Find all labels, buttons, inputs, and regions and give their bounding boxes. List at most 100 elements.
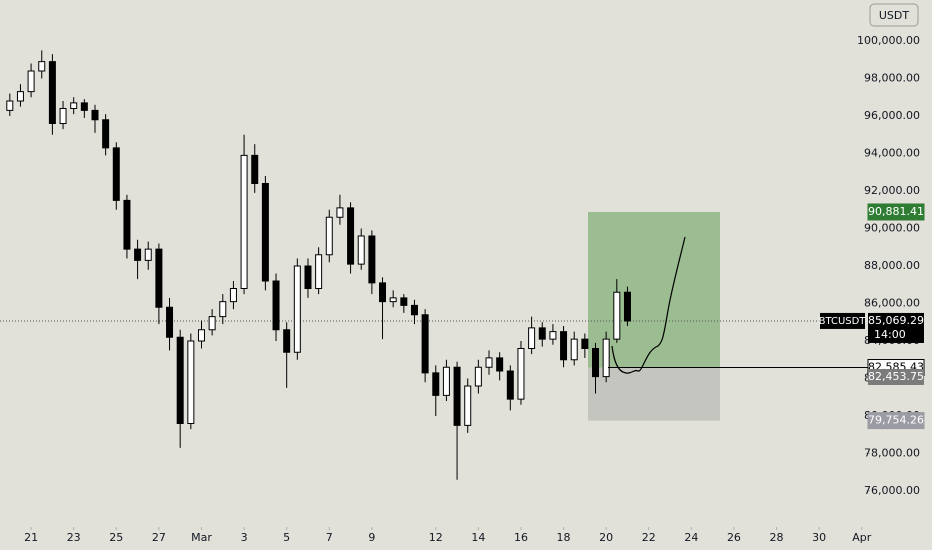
candle-body — [485, 357, 493, 368]
x-tick-label: 16 — [514, 531, 528, 544]
candle-body — [453, 366, 461, 426]
candle-body — [59, 108, 67, 125]
candle-body — [560, 331, 568, 361]
candle-body — [112, 147, 120, 201]
candle-body — [6, 100, 14, 111]
candle-body — [304, 265, 312, 290]
candle-body — [272, 280, 280, 331]
candle-body — [474, 366, 482, 387]
candle-body — [70, 102, 78, 110]
candle-body — [155, 248, 163, 308]
candle-body — [517, 348, 525, 400]
x-tick-label: Apr — [852, 531, 872, 544]
x-tick-label: 23 — [67, 531, 81, 544]
y-tick-label: 86,000.00 — [864, 297, 920, 310]
candle-body — [592, 348, 600, 378]
x-tick-label: 14 — [471, 531, 485, 544]
y-tick-label: 76,000.00 — [864, 484, 920, 497]
x-tick-label: 5 — [283, 531, 290, 544]
y-tick-label: 98,000.00 — [864, 72, 920, 85]
y-tick-label: 90,000.00 — [864, 222, 920, 235]
countdown-label: 14:00 — [874, 328, 906, 341]
candle-body — [368, 235, 376, 284]
candle-body — [240, 154, 248, 290]
x-tick-label: 21 — [24, 531, 38, 544]
candle-body — [570, 338, 578, 361]
target-zone — [588, 211, 720, 368]
candle-body — [38, 61, 46, 72]
x-tick-label: 7 — [326, 531, 333, 544]
candle-body — [315, 254, 323, 290]
x-tick-label: 22 — [642, 531, 656, 544]
candle-body — [91, 109, 99, 121]
stop-zone — [588, 367, 720, 421]
x-tick-label: 20 — [599, 531, 613, 544]
candle-body — [613, 291, 621, 340]
level-tag-box — [868, 368, 924, 385]
candle-body — [421, 314, 429, 374]
candle-body — [251, 154, 259, 185]
candle-body — [80, 102, 88, 111]
projection-path — [611, 236, 686, 374]
y-tick-label: 94,000.00 — [864, 147, 920, 160]
candle-body — [400, 297, 408, 306]
candle-body — [197, 329, 205, 342]
candle-body — [602, 338, 610, 378]
target-tag-label: 90,881.41 — [868, 205, 924, 218]
candle-body — [176, 336, 184, 425]
stop-tag-box — [867, 412, 925, 430]
y-tick-label: 92,000.00 — [864, 184, 920, 197]
candle-body — [134, 248, 142, 261]
stop-tag-label: 79,754.26 — [868, 414, 924, 427]
candle-body — [357, 235, 365, 265]
candle-body — [496, 357, 504, 372]
candle-body — [379, 282, 387, 303]
candle-body — [581, 338, 589, 350]
x-tick-label: 26 — [727, 531, 741, 544]
candle-body — [123, 199, 131, 250]
candle-body — [229, 288, 237, 303]
y-tick-label: 96,000.00 — [864, 109, 920, 122]
candle-body — [325, 216, 333, 256]
target-tag-box — [867, 203, 925, 221]
symbol-tag-box — [820, 312, 865, 329]
y-tick-label: 100,000.00 — [857, 34, 920, 47]
candle-body — [549, 331, 557, 340]
candle-body — [347, 207, 355, 265]
symbol-tag: BTCUSDT — [819, 316, 867, 327]
currency-label: USDT — [879, 9, 910, 22]
candle-body — [219, 301, 227, 318]
candle-body — [538, 327, 546, 340]
x-tick-label: 12 — [429, 531, 443, 544]
candle-body — [506, 370, 514, 400]
candle-body — [208, 316, 216, 331]
candle-body — [261, 183, 269, 282]
x-tick-label: 24 — [684, 531, 698, 544]
candle-body — [293, 265, 301, 353]
candle-body — [432, 372, 440, 396]
last-price-box — [868, 312, 924, 343]
candle-body — [336, 207, 344, 218]
candle-body — [410, 304, 418, 316]
y-tick-label: 88,000.00 — [864, 259, 920, 272]
candle-body — [464, 385, 472, 426]
candle-body — [166, 306, 174, 338]
candle-body — [48, 61, 56, 125]
candle-body — [442, 366, 450, 396]
last-price-label: 85,069.29 — [868, 314, 924, 327]
x-tick-label: 25 — [109, 531, 123, 544]
x-tick-label: 18 — [557, 531, 571, 544]
candle-body — [623, 291, 631, 322]
x-tick-label: 3 — [241, 531, 248, 544]
x-tick-label: 28 — [770, 531, 784, 544]
candle-body — [102, 119, 110, 149]
candle-body — [528, 327, 536, 350]
candle-body — [187, 340, 195, 425]
candle-body — [144, 248, 152, 261]
candle-body — [16, 91, 24, 102]
x-tick-label: Mar — [191, 531, 212, 544]
currency-button[interactable] — [869, 3, 919, 27]
candle-body — [27, 70, 35, 93]
